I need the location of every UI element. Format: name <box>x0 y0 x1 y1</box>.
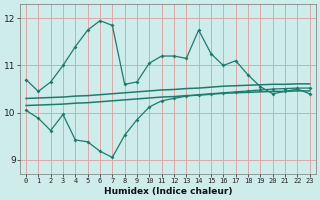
X-axis label: Humidex (Indice chaleur): Humidex (Indice chaleur) <box>104 187 232 196</box>
